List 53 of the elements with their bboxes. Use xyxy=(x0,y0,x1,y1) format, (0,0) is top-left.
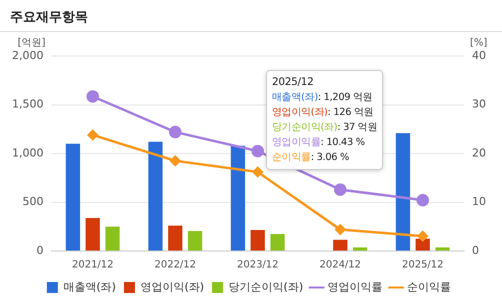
y-tick-label: 2,000 xyxy=(12,48,44,62)
annotation: 영업이익(좌): 126 억원 xyxy=(272,106,374,120)
bar xyxy=(66,144,80,250)
point xyxy=(170,156,180,166)
x-tick-label: 2022/12 xyxy=(154,260,196,271)
point xyxy=(334,183,346,196)
bar xyxy=(168,226,182,250)
y2-tick-label: 10 xyxy=(472,195,486,208)
y2-axis-title: [%] xyxy=(470,38,488,49)
annotation: 매출액(좌): 1,209 억원 xyxy=(272,91,374,105)
y2-tick-label: 0 xyxy=(472,244,480,257)
bar xyxy=(105,226,120,250)
y2-tick-label: 30 xyxy=(472,98,486,111)
point xyxy=(168,126,182,138)
bar xyxy=(250,230,265,250)
legend-label: 매출액(좌) xyxy=(63,280,116,294)
legend-label: 순이익률 xyxy=(407,280,452,294)
x-tick-label: 2024/12 xyxy=(319,260,362,271)
annotation: 2025/12 xyxy=(272,75,315,90)
bar xyxy=(148,142,163,250)
y2-tick-label: 40 xyxy=(472,48,486,62)
legend-label: 영업이익(좌) xyxy=(140,280,204,294)
bar xyxy=(333,240,348,250)
y-tick-label: 1,500 xyxy=(12,98,44,111)
point xyxy=(251,144,264,158)
y-axis-title: [억원] xyxy=(18,38,46,49)
bar xyxy=(86,218,100,250)
annotation: 당기순이익(좌): 37 억원 xyxy=(272,121,378,135)
bar xyxy=(352,247,368,250)
point xyxy=(418,230,428,242)
bar xyxy=(416,238,430,250)
point xyxy=(86,90,99,103)
y-tick-label: 500 xyxy=(22,195,44,208)
bar xyxy=(270,234,285,250)
bar xyxy=(435,247,450,250)
annotation: 영업이익률: 10.43 % xyxy=(272,136,366,150)
y-tick-label: 0 xyxy=(36,244,44,257)
point xyxy=(335,224,346,235)
y2-tick-label: 20 xyxy=(472,146,486,160)
bar xyxy=(188,231,202,250)
annotation: 순이익률: 3.06 % xyxy=(272,151,350,165)
bar xyxy=(230,146,246,250)
chart-title: 주요재무항목 xyxy=(10,9,88,26)
x-tick-label: 2021/12 xyxy=(72,260,114,271)
bar xyxy=(396,133,410,250)
point xyxy=(252,166,263,178)
x-tick-label: 2025/12 xyxy=(402,260,444,271)
legend-label: 당기순이익(좌) xyxy=(228,280,304,294)
point xyxy=(87,130,98,140)
x-tick-label: 2023/12 xyxy=(236,260,279,271)
legend-label: 영업이익률 xyxy=(328,280,383,294)
y-tick-label: 1,000 xyxy=(12,146,44,160)
point xyxy=(416,194,429,206)
